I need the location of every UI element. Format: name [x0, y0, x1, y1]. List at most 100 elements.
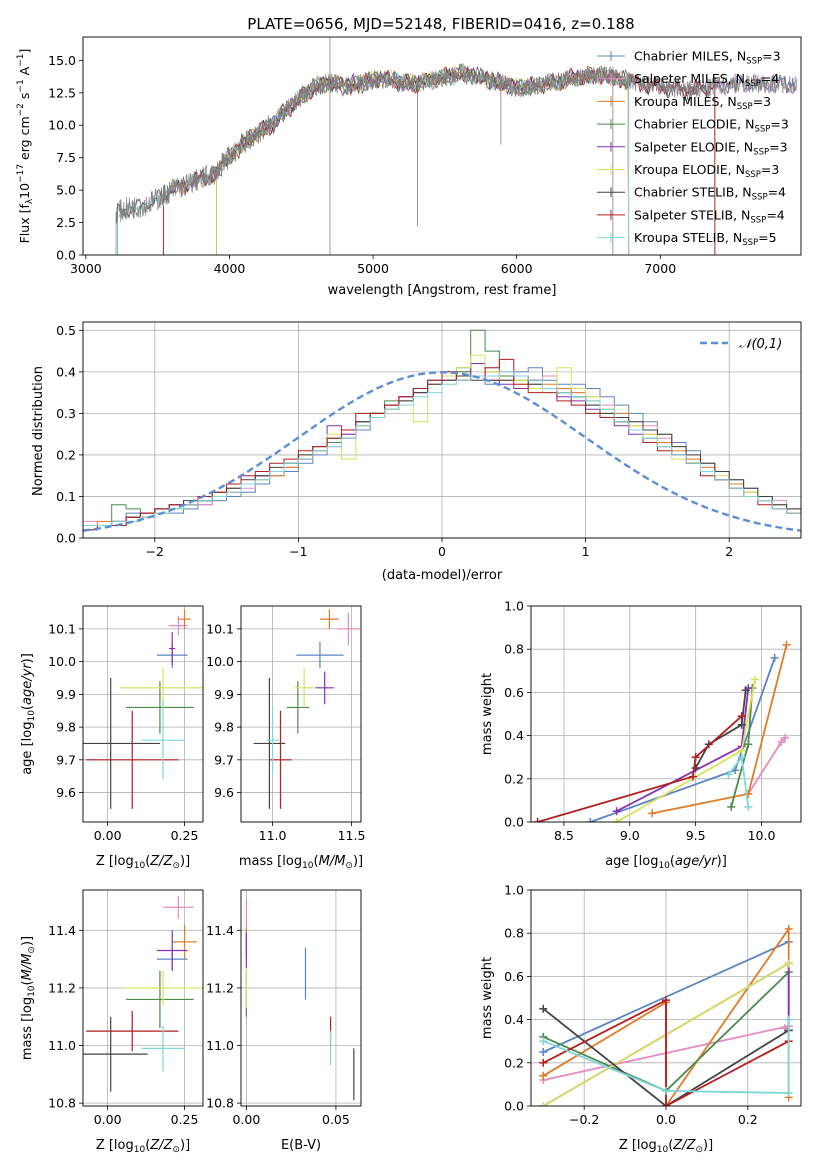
legend-entry-part: SSP [737, 102, 753, 112]
legend-entry-part: =3 [753, 94, 771, 109]
x-axis-label-part: ( [668, 1138, 673, 1153]
x-axis-label-part: 10 [302, 861, 314, 871]
legend-entry-part: SSP [745, 79, 761, 89]
y-axis-label-part: ( [20, 705, 35, 710]
x-tick-label: 6000 [501, 261, 533, 276]
x-axis-label-part: Z/Z [149, 854, 173, 869]
spectrum-lines [115, 37, 798, 255]
legend-entry: Salpeter MILES, NSSP=4 [634, 71, 779, 89]
y-axis-label-part: λ [25, 198, 35, 204]
mass_vs_ebv-panel: 0.00 0.05 10.8 11.0 11.2 11.4 E(B-V) [206, 889, 362, 1153]
x-axis-label-part: 10 [657, 1145, 669, 1155]
legend-entry-part: =3 [769, 139, 787, 154]
histogram-body [83, 329, 801, 538]
legend-entry: Kroupa STELIB, NSSP=5 [634, 230, 777, 248]
y-tick-label: 0.6 [504, 685, 524, 700]
legend-entry-part: Kroupa MILES, N [634, 94, 737, 109]
x-tick-label: 0.0 [656, 1112, 676, 1127]
legend-entry-part: Chabrier ELODIE, N [634, 117, 754, 132]
y-axis-label: age [log10(age/yr)] [20, 653, 37, 775]
legend-entry-part: =3 [761, 162, 779, 177]
y-tick-label: 2.5 [56, 215, 76, 230]
x-axis-label-part: )] [180, 854, 190, 869]
x-axis-label-part: age/yr [675, 854, 718, 869]
y-tick-label: 0.4 [56, 364, 76, 379]
y-tick-label: 0.5 [56, 323, 76, 338]
x-axis-label: Z [log10(Z/Z⊙)] [619, 1138, 713, 1155]
spectrum-panel: 3000 4000 5000 6000 7000 0.0 2.5 5.0 7.5 10.0 12.5… [16, 36, 802, 298]
x-tick-label: −0.2 [569, 1112, 599, 1127]
x-tick-label: 0.00 [94, 1112, 122, 1127]
x-axis-label: Z [log10(Z/Z⊙)] [96, 854, 190, 871]
x-tick-label: 9.0 [620, 828, 640, 843]
histogram-step-kroupa_stelib [83, 371, 801, 538]
y-tick-label: 11.4 [206, 923, 234, 938]
figure-title: PLATE=0656, MJD=52148, FIBERID=0416, z=0… [247, 15, 634, 33]
x-axis-label-part: ( [145, 854, 150, 869]
legend-entry-part: =4 [761, 71, 779, 86]
legend-entry: Chabrier MILES, NSSP=3 [634, 49, 781, 67]
legend-entry-part: SSP [742, 238, 758, 248]
x-tick-label: 11.5 [338, 828, 366, 843]
y-axis-label-part: A [17, 66, 32, 79]
model-line-kroupa_stelib [117, 63, 630, 255]
series-line-kroupa_miles [652, 644, 788, 815]
legend-entry: Chabrier STELIB, NSSP=4 [634, 185, 786, 203]
y-tick-label: 0.2 [56, 447, 76, 462]
y-tick-label: 10.8 [48, 1096, 76, 1111]
y-tick-label: 1.0 [504, 883, 524, 898]
legend-entry-part: Chabrier MILES, N [634, 49, 746, 64]
y-axis-label-part: ] [17, 49, 32, 54]
y-axis-label-part: ⊙ [27, 946, 37, 954]
x-tick-label: 0.25 [171, 1112, 199, 1127]
model-line-kroupa_elodie [216, 65, 630, 255]
age_vs_metallicity-panel: 0.00 0.259.69.79.89.910.010.1Z [log10(Z/Z… [20, 605, 204, 871]
legend-entry-part: =4 [768, 185, 786, 200]
plots: 3000 4000 5000 6000 70000.02.55.07.510.012.5… [16, 36, 802, 1155]
legend-entry-part: SSP [753, 147, 769, 157]
series-line-kroupa_stelib [542, 1019, 790, 1094]
model-line-salpeter_elodie [216, 66, 630, 255]
y-axis-label-part: )] [20, 653, 35, 663]
axes-frame [240, 889, 362, 1107]
y-tick-label: 11.0 [206, 1038, 234, 1053]
x-tick-label: 11.0 [259, 828, 287, 843]
x-axis-label-part: Z [log [619, 1138, 657, 1153]
residuals-panel: −2 −1 0 1 2 0.0 0.1 0.2 0.3 0.4 0.5 𝒩(0,1) (data-mod… [31, 321, 802, 583]
legend-normal-label: 𝒩(0,1) [739, 337, 782, 352]
legend-entry: Salpeter ELODIE, NSSP=3 [634, 139, 788, 157]
y-tick-label: 10.1 [206, 621, 234, 636]
errorbar-body [83, 895, 203, 1092]
x-axis-label-part: ⊙ [172, 1145, 180, 1155]
y-tick-label: 9.8 [214, 720, 234, 735]
y-tick-label: 1.0 [504, 599, 524, 614]
legend-entry: Salpeter STELIB, NSSP=4 [634, 207, 785, 225]
x-tick-label: 10.0 [748, 828, 776, 843]
legend-entry-part: =5 [758, 230, 776, 245]
y-tick-label: 11.2 [206, 980, 234, 995]
y-axis-label-part: −1 [16, 79, 26, 92]
x-axis-label-part: Z [log [96, 1138, 134, 1153]
x-tick-label: 7000 [644, 261, 676, 276]
legend-entry-part: Chabrier STELIB, N [634, 185, 752, 200]
x-tick-label: 3000 [70, 261, 102, 276]
y-tick-label: 0.3 [56, 406, 76, 421]
y-tick-label: 9.7 [56, 752, 76, 767]
x-tick-label: −1 [289, 544, 307, 559]
y-axis-label-part: mass [log [20, 997, 35, 1060]
axes-frame [82, 321, 802, 539]
y-tick-label: 11.2 [48, 980, 76, 995]
y-tick-label: 15.0 [48, 53, 76, 68]
legend-entry-part: SSP [746, 57, 762, 67]
series-line-salpeter_stelib [537, 715, 743, 822]
axes-frame [530, 889, 802, 1107]
x-axis-label: wavelength [Angstrom, rest frame] [328, 283, 557, 298]
line-body [539, 924, 793, 1106]
y-tick-label: 0.6 [504, 969, 524, 984]
x-tick-label: 1 [582, 544, 590, 559]
x-axis-label: E(B-V) [281, 1138, 321, 1153]
x-tick-label: 5000 [357, 261, 389, 276]
legend-entry-part: =4 [766, 207, 784, 222]
model-line-salpeter_stelib [162, 65, 716, 255]
